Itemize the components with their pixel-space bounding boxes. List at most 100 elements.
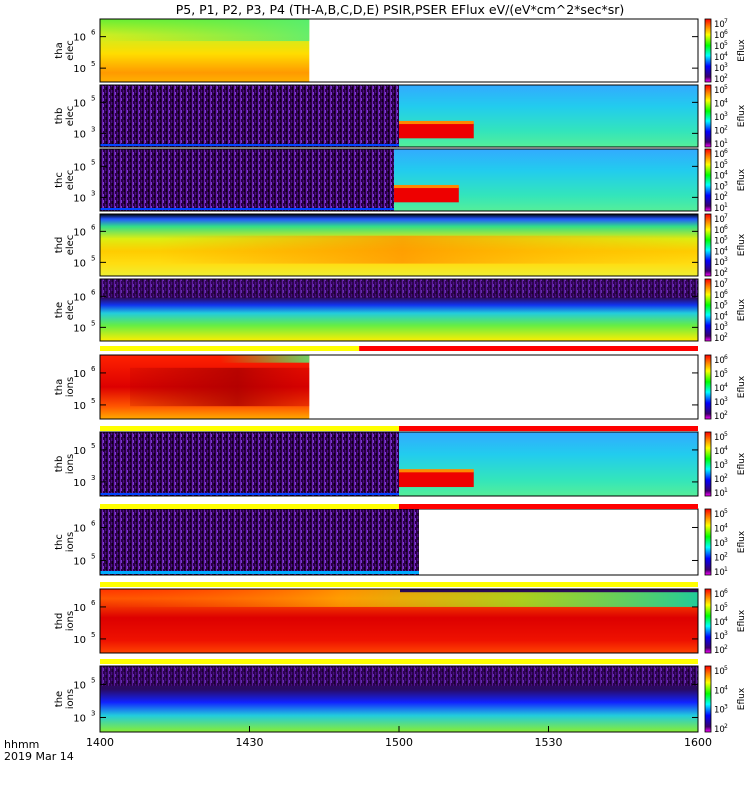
tha-ions-ylabel-1: ions (65, 377, 76, 397)
tha-elec-upper-green (100, 19, 310, 42)
thb-ions-cbar-exp-1: 4 (724, 445, 728, 452)
thc-elec-cbar-label: Eflux (737, 168, 747, 191)
the-ions-ytick-label-0: 10 (73, 680, 86, 691)
tha-elec-frame (99, 18, 699, 83)
the-ions-cbar-exp-2: 3 (724, 704, 728, 711)
the-ions-cbar-exp-3: 2 (724, 723, 728, 730)
thc-elec-ylabel-1: elec (65, 170, 76, 191)
tha-elec-ytick-exp-1: 5 (91, 60, 95, 68)
the-ions-cbar-tick-3: 10 (714, 725, 725, 735)
thc-ions-cbar-exp-0: 5 (724, 508, 728, 515)
tha-ions-ytick-label-0: 10 (73, 369, 86, 380)
tha-elec-cbar-tick-3: 10 (714, 53, 725, 63)
thc-elec-ytick-exp-1: 3 (91, 189, 95, 197)
thd-ions-ylabel-0: thd (54, 613, 65, 630)
thb-ions-cbar-exp-0: 5 (724, 431, 728, 438)
the-elec-cbar-exp-5: 2 (724, 332, 728, 339)
thd-elec-cbar-exp-1: 6 (724, 224, 728, 231)
thb-elec-cbar-tick-4: 10 (714, 140, 725, 150)
thc-elec-cbar-exp-2: 4 (724, 170, 728, 177)
tha-ions-cbar-tick-2: 10 (714, 384, 725, 394)
the-ions-ylabel-1: ions (65, 689, 76, 709)
thc-elec-ytick-label-0: 10 (73, 162, 86, 173)
thc-elec-low-line (100, 208, 395, 210)
thc-ions-cbar-exp-4: 1 (724, 566, 728, 573)
thd-ions-cbar-tick-4: 10 (714, 646, 725, 656)
the-elec-upper-noise (100, 279, 698, 298)
thb-ions-ylabel-0: thb (54, 456, 65, 473)
the-ions-cbar-tick-1: 10 (714, 686, 725, 696)
the-elec-ytick-exp-0: 6 (91, 288, 96, 296)
the-elec-cbar-tick-2: 10 (714, 302, 725, 312)
the-ions-ytick-exp-0: 5 (91, 676, 95, 684)
tha-elec-cbar-tick-1: 10 (714, 31, 725, 41)
x-tick-label-2: 1500 (385, 736, 413, 749)
thd-elec-colorbar (704, 213, 712, 277)
tha-elec-cbar-exp-0: 7 (724, 18, 728, 25)
thb-elec-ytick-exp-1: 3 (91, 125, 95, 133)
the-elec-cbar-exp-2: 5 (724, 300, 728, 307)
thc-elec-cbar-tick-2: 10 (714, 172, 725, 182)
status-bar-thd-ions-seg-0 (100, 659, 698, 664)
thd-ions-cbar-exp-4: 2 (724, 644, 728, 651)
thb-ions-low-line (100, 493, 399, 495)
thd-elec-cbar-tick-2: 10 (714, 237, 725, 247)
thd-ions-cbar-tick-2: 10 (714, 618, 725, 628)
x-tick-label-1: 1430 (236, 736, 264, 749)
thd-ions-ytick-label-1: 10 (73, 635, 86, 646)
status-bar-thc-ions-seg-0 (100, 582, 698, 587)
tha-ions-cbar-exp-3: 3 (724, 396, 728, 403)
the-ions-ylabel-0: the (54, 691, 65, 707)
thb-elec-colorbar (704, 84, 712, 148)
thc-ions-ytick-label-1: 10 (73, 556, 86, 567)
thc-elec-colorbar (704, 148, 712, 212)
thb-ions-cbar-tick-4: 10 (714, 489, 725, 499)
tha-ions-ytick-label-1: 10 (73, 401, 86, 412)
tha-ions-frame (99, 354, 699, 420)
thb-elec-cbar-tick-1: 10 (714, 100, 725, 110)
tha-ions-cbar-tick-3: 10 (714, 398, 725, 408)
thd-ions-cbar-exp-2: 4 (724, 616, 728, 623)
the-ions-colorbar (704, 665, 712, 733)
thb-elec-region-0 (100, 85, 399, 147)
thd-elec-cbar-tick-5: 10 (714, 269, 725, 279)
the-elec-ytick-label-0: 10 (73, 292, 86, 303)
thd-ions-cbar-tick-3: 10 (714, 632, 725, 642)
the-ions-ytick-label-1: 10 (73, 713, 86, 724)
tha-ions-cbar-tick-1: 10 (714, 370, 725, 380)
thd-elec-cbar-exp-0: 7 (724, 213, 728, 220)
thb-elec-cbar-exp-0: 5 (724, 84, 728, 91)
tha-ions-cbar-tick-0: 10 (714, 356, 725, 366)
tha-elec-cbar-tick-5: 10 (714, 75, 725, 85)
thc-elec-cbar-exp-5: 1 (724, 202, 728, 209)
tha-ions-ylabel-0: tha (54, 379, 65, 395)
thc-ions-cbar-exp-3: 2 (724, 552, 728, 559)
tha-elec-cbar-tick-2: 10 (714, 42, 725, 52)
thd-ions-cbar-exp-0: 6 (724, 588, 728, 595)
status-bar-thb-ions-seg-1 (399, 504, 698, 509)
thd-elec-frame (99, 213, 699, 277)
tha-elec-ylabel-0: tha (54, 42, 65, 58)
thc-ions-cbar-tick-1: 10 (714, 525, 725, 535)
thd-elec-orange-core (160, 235, 698, 264)
the-elec-cbar-tick-1: 10 (714, 291, 725, 301)
thc-elec-red-band (394, 187, 459, 203)
thc-elec-cbar-exp-4: 2 (724, 191, 728, 198)
thd-ions-cbar-tick-1: 10 (714, 604, 725, 614)
the-ions-cbar-exp-0: 5 (724, 665, 728, 672)
thc-elec-ytick-label-1: 10 (73, 193, 86, 204)
thc-ions-ytick-exp-1: 5 (91, 552, 95, 560)
thd-ions-cbar-exp-1: 5 (724, 602, 728, 609)
thd-elec-ylabel-0: thd (54, 237, 65, 254)
thb-ions-colorbar (704, 431, 712, 497)
thc-ions-ytick-label-0: 10 (73, 523, 86, 534)
thc-elec-cbar-tick-3: 10 (714, 182, 725, 192)
the-elec-cbar-tick-4: 10 (714, 323, 725, 333)
